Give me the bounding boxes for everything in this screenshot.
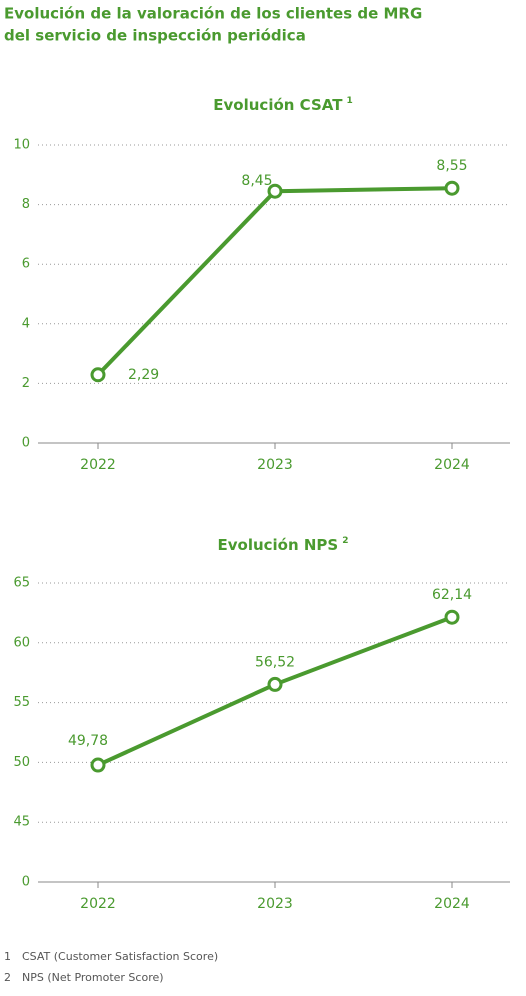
point — [267, 183, 283, 199]
x-tick-label: 2023 — [257, 457, 293, 473]
data-label: 62,14 — [432, 587, 472, 603]
chart-title: Evolución NPS 2 — [217, 536, 348, 554]
y-tick-label: 65 — [13, 576, 30, 591]
chart-title: Evolución CSAT 1 — [213, 96, 352, 114]
x-tick-label: 2024 — [434, 457, 470, 473]
point — [90, 757, 106, 773]
y-tick-label: 10 — [13, 138, 30, 153]
y-tick-label: 4 — [22, 316, 30, 331]
y-tick-label: 2 — [22, 376, 30, 391]
data-label: 56,52 — [255, 654, 295, 670]
point — [267, 676, 283, 692]
point — [444, 180, 460, 196]
y-tick-label: 6 — [22, 257, 30, 272]
y-tick-label: 8 — [22, 197, 30, 212]
y-tick-label: 50 — [13, 755, 30, 770]
page-title: Evolución de la valoración de los client… — [4, 5, 422, 23]
y-tick-label: 60 — [13, 635, 30, 650]
footnote: CSAT (Customer Satisfaction Score) — [22, 950, 218, 963]
point — [444, 609, 460, 625]
x-tick-label: 2023 — [257, 896, 293, 912]
x-tick-label: 2022 — [80, 896, 116, 912]
chart-title-text: Evolución NPS — [217, 536, 338, 554]
footnote: NPS (Net Promoter Score) — [22, 971, 164, 984]
y-tick-label: 0 — [22, 875, 30, 890]
x-tick-label: 2022 — [80, 457, 116, 473]
data-label: 8,45 — [241, 173, 272, 189]
line — [96, 186, 453, 377]
chart-title-note: 1 — [346, 96, 352, 106]
y-tick-label: 55 — [13, 695, 30, 710]
point — [90, 367, 106, 383]
data-label: 49,78 — [68, 733, 108, 749]
y-tick-label: 0 — [22, 436, 30, 451]
footnote-marker: 2 — [4, 971, 11, 984]
chart-title-text: Evolución CSAT — [213, 96, 343, 114]
page-title: del servicio de inspección periódica — [4, 27, 306, 45]
data-label: 2,29 — [128, 367, 159, 383]
y-tick-label: 45 — [13, 815, 30, 830]
footnote-marker: 1 — [4, 950, 11, 963]
chart-title-note: 2 — [342, 536, 348, 546]
x-tick-label: 2024 — [434, 896, 470, 912]
data-label: 8,55 — [436, 158, 467, 174]
